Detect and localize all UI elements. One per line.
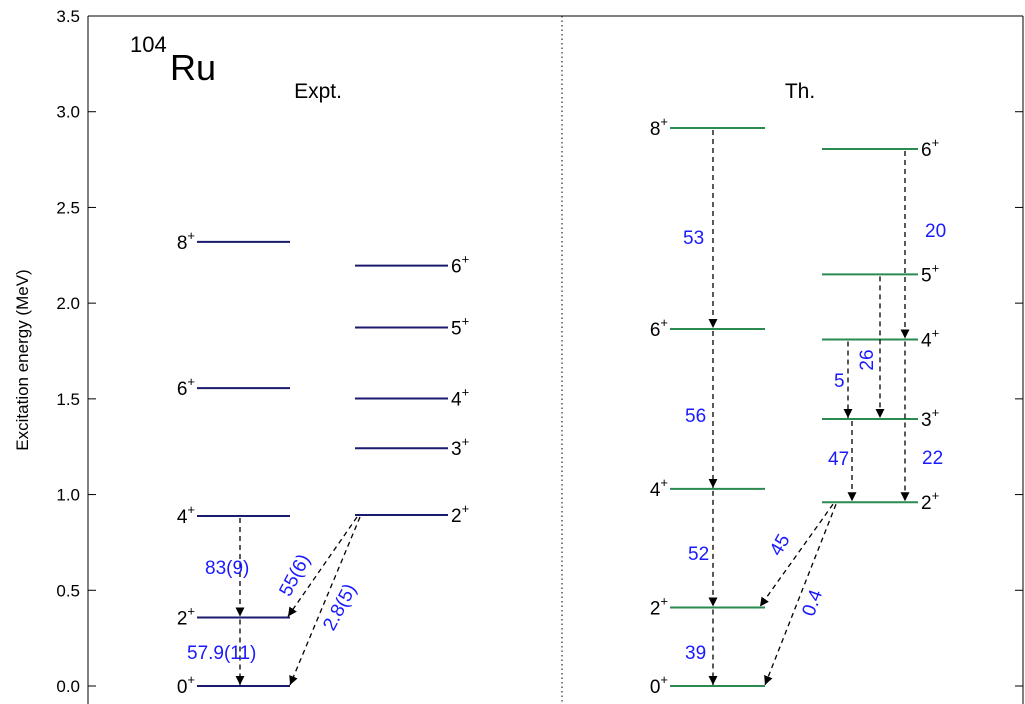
level-label: 6+ — [451, 252, 469, 278]
y-tick-label: 3.5 — [56, 7, 80, 26]
level-label: 6+ — [650, 315, 668, 341]
transition-label: 0.4 — [798, 587, 827, 619]
panel-title: Th. — [785, 80, 815, 103]
level-label: 4+ — [177, 502, 195, 528]
parity: + — [932, 260, 940, 275]
spin: 2 — [177, 608, 188, 629]
transition-label: 45 — [766, 531, 795, 560]
transition-label: 2.8(5) — [319, 581, 361, 635]
y-tick-label: 2.5 — [56, 198, 80, 217]
parity: + — [932, 135, 940, 150]
y-tick-label: 0.5 — [56, 581, 80, 600]
spin: 4 — [921, 331, 932, 352]
level-label: 0+ — [650, 672, 668, 698]
parity: + — [187, 603, 195, 618]
level-label: 0+ — [177, 672, 195, 698]
spin: 2 — [650, 599, 661, 620]
element-symbol: Ru — [170, 47, 216, 88]
level-label: 5+ — [451, 313, 469, 339]
transition-label: 56 — [685, 406, 706, 427]
parity: + — [660, 475, 668, 490]
parity: + — [462, 434, 470, 449]
parity: + — [932, 326, 940, 341]
transition-label: 55(6) — [275, 551, 314, 600]
level-label: 6+ — [921, 135, 939, 161]
transition-label: 57.9(11) — [187, 643, 256, 664]
parity: + — [932, 488, 940, 503]
spin: 5 — [921, 265, 932, 286]
spin: 0 — [650, 677, 661, 698]
y-tick-label: 1.0 — [56, 486, 80, 505]
level-label: 4+ — [451, 384, 469, 410]
level-label: 3+ — [451, 434, 469, 460]
level-label: 2+ — [177, 603, 195, 629]
spin: 4 — [177, 507, 188, 528]
panel-title: Expt. — [294, 80, 342, 103]
parity: + — [660, 594, 668, 609]
parity: + — [187, 502, 195, 517]
parity: + — [462, 313, 470, 328]
level-label: 4+ — [650, 475, 668, 501]
parity: + — [187, 374, 195, 389]
transition-label: 5 — [834, 371, 845, 392]
transition-label: 53 — [683, 228, 704, 249]
spin: 6 — [177, 379, 188, 400]
spin: 8 — [177, 233, 188, 254]
transition-label: 39 — [685, 643, 706, 664]
level-label: 6+ — [177, 374, 195, 400]
level-label: 5+ — [921, 260, 939, 286]
spin: 3 — [451, 439, 462, 460]
level-label: 2+ — [451, 501, 469, 527]
y-tick-label: 3.0 — [56, 103, 80, 122]
y-axis-label: Excitation energy (MeV) — [13, 269, 32, 450]
level-label: 3+ — [921, 405, 939, 431]
spin: 6 — [921, 140, 932, 161]
level-label: 2+ — [921, 488, 939, 514]
transition-arrow — [287, 516, 358, 617]
transition-arrow — [289, 516, 361, 686]
parity: + — [660, 672, 668, 687]
spin: 6 — [451, 257, 462, 278]
transition-label: 83(9) — [205, 558, 249, 579]
parity: + — [462, 501, 470, 516]
transition-label: 26 — [857, 349, 878, 370]
parity: + — [187, 672, 195, 687]
level-label: 8+ — [650, 114, 668, 140]
parity: + — [932, 405, 940, 420]
y-tick-label: 0.0 — [56, 677, 80, 696]
level-label: 8+ — [177, 228, 195, 254]
transition-label: 22 — [922, 448, 943, 469]
parity: + — [462, 252, 470, 267]
spin: 2 — [921, 493, 932, 514]
mass-number: 104 — [130, 32, 167, 57]
spin: 6 — [650, 320, 661, 341]
spin: 8 — [650, 119, 661, 140]
parity: + — [660, 114, 668, 129]
spin: 3 — [921, 410, 932, 431]
level-label: 4+ — [921, 326, 939, 352]
spin: 2 — [451, 506, 462, 527]
y-tick-label: 1.5 — [56, 390, 80, 409]
transition-arrow — [759, 503, 834, 607]
parity: + — [462, 384, 470, 399]
transition-label: 20 — [925, 221, 946, 242]
spin: 4 — [650, 480, 661, 501]
spin: 0 — [177, 677, 188, 698]
transition-label: 47 — [828, 449, 849, 470]
spin: 5 — [451, 318, 462, 339]
level-label: 2+ — [650, 594, 668, 620]
spin: 4 — [451, 389, 462, 410]
parity: + — [187, 228, 195, 243]
parity: + — [660, 315, 668, 330]
transition-label: 52 — [688, 544, 709, 565]
y-tick-label: 2.0 — [56, 294, 80, 313]
